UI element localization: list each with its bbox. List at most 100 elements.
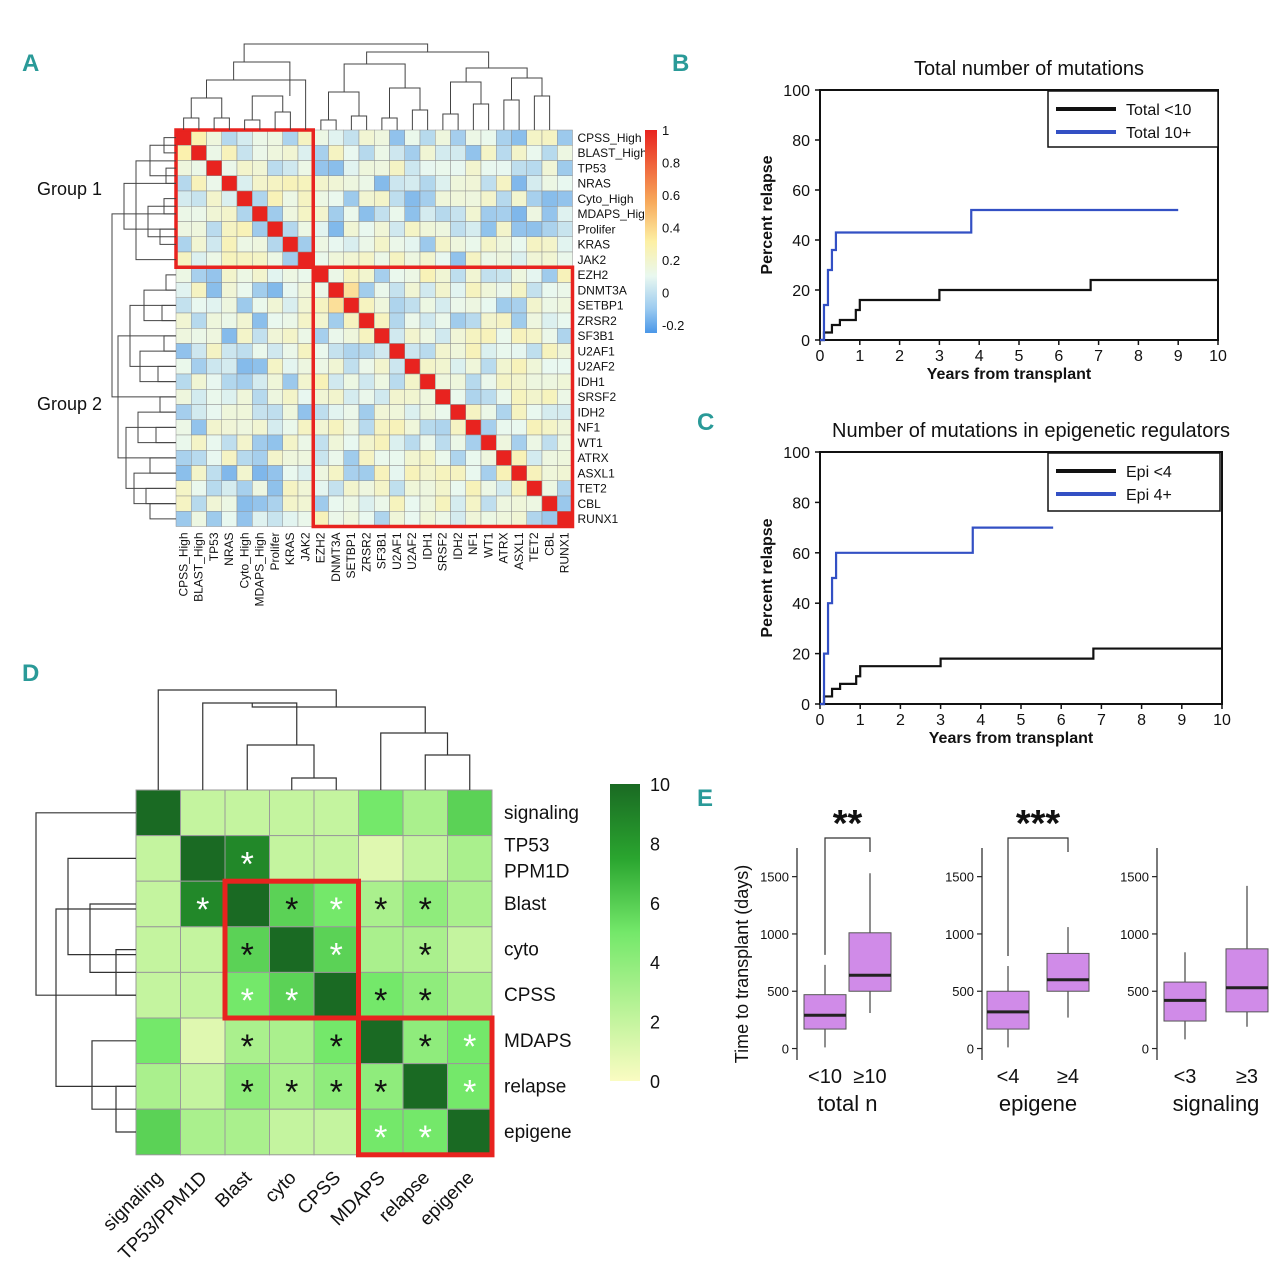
heatmap-a-cell	[282, 480, 299, 497]
colorbar-d	[610, 784, 640, 1081]
heatmap-a-cell	[221, 373, 238, 390]
heatmap-a-cell	[175, 282, 192, 298]
heatmap-a-cell	[374, 358, 390, 375]
heatmap-a-col-label: ASXL1	[512, 532, 526, 570]
heatmap-a-cell	[175, 190, 192, 207]
heatmap-a-cell	[313, 434, 329, 451]
heatmap-a-col-label: KRAS	[283, 533, 297, 566]
heatmap-a-cell	[358, 328, 375, 344]
heatmap-a-cell	[496, 404, 512, 420]
heatmap-a-cell	[175, 251, 192, 268]
heatmap-d-cell	[358, 1063, 404, 1110]
heatmap-d-cell	[269, 789, 315, 837]
heatmap-a-cell	[526, 343, 543, 359]
dendrogram-a-top-branch	[465, 67, 528, 82]
heatmap-a-cell	[557, 373, 573, 390]
heatmap-a-cell	[404, 343, 421, 359]
heatmap-a-cell	[389, 282, 405, 298]
heatmap-a-cell	[465, 389, 482, 405]
dendrogram-d-left-branch	[89, 903, 136, 973]
heatmap-a-cell	[557, 358, 573, 375]
heatmap-a-cell	[297, 404, 314, 420]
heatmap-a-cell	[343, 145, 360, 161]
heatmap-a-cell	[358, 373, 375, 390]
heatmap-a-cell	[389, 465, 405, 481]
x-axis-label: Years from transplant	[929, 730, 1094, 747]
heatmap-a-cell	[252, 419, 268, 436]
heatmap-a-cell	[191, 511, 207, 527]
heatmap-a-cell	[236, 434, 253, 451]
heatmap-a-col-label: MDAPS_High	[253, 533, 267, 607]
heatmap-a-cell	[297, 358, 314, 375]
dendrogram-a-top-branch	[350, 115, 368, 130]
heatmap-a-cell	[419, 297, 436, 314]
heatmap-a-cell	[419, 465, 436, 481]
heatmap-a-cell	[328, 175, 344, 192]
dendrogram-a-top-branch	[213, 117, 230, 130]
heatmap-a-cell	[419, 343, 436, 359]
heatmap-a-cell	[297, 419, 314, 436]
heatmap-a-cell	[526, 129, 543, 146]
heatmap-a-cell	[435, 434, 451, 451]
heatmap-a-cell	[267, 404, 283, 420]
heatmap-a-cell	[267, 312, 283, 329]
dendrogram-a-top-branch	[243, 43, 429, 62]
e-y-tick-label: 1500	[760, 870, 789, 885]
heatmap-a-cell	[236, 328, 253, 344]
heatmap-a-cell	[541, 312, 558, 329]
heatmap-a-cell	[526, 373, 543, 390]
panel-label-d: D	[22, 660, 39, 687]
heatmap-a-cell	[557, 297, 573, 314]
heatmap-a-cell	[465, 495, 482, 512]
heatmap-a-cell	[557, 511, 573, 527]
heatmap-d-cell	[447, 789, 493, 837]
heatmap-a-cell	[496, 373, 512, 390]
chart-title: Total number of mutations	[914, 58, 1144, 80]
heatmap-a-cell	[236, 480, 253, 497]
heatmap-a-cell	[343, 343, 360, 359]
heatmap-a-cell	[374, 480, 390, 497]
e-y-tick-label: 1000	[945, 927, 974, 942]
x-tick-label: 4	[976, 712, 985, 729]
heatmap-a-cell	[267, 450, 283, 466]
heatmap-a-cell	[435, 343, 451, 359]
heatmap-a-cell	[419, 251, 436, 268]
heatmap-a-cell	[496, 160, 512, 176]
heatmap-a-cell	[191, 129, 207, 146]
heatmap-a-cell	[175, 297, 192, 314]
heatmap-a-cell	[206, 495, 222, 512]
heatmap-d-cell	[269, 1108, 315, 1156]
box-category-label: <3	[1174, 1066, 1197, 1088]
heatmap-a-cell	[496, 145, 512, 161]
heatmap-d-cell	[224, 789, 270, 837]
heatmap-a-cell	[511, 358, 527, 375]
heatmap-a-cell	[358, 389, 375, 405]
e-y-tick-label: 0	[1142, 1042, 1149, 1057]
heatmap-a-cell	[328, 511, 344, 527]
heatmap-a-cell	[480, 175, 497, 192]
heatmap-a-cell	[191, 343, 207, 359]
legend-box	[1047, 452, 1221, 512]
heatmap-a-cell	[236, 190, 253, 207]
heatmap-a-cell	[480, 434, 497, 451]
x-tick-label: 8	[1137, 712, 1146, 729]
heatmap-a-cell	[267, 480, 283, 497]
heatmap-a-cell	[450, 495, 466, 512]
heatmap-a-cell	[252, 297, 268, 314]
heatmap-a-cell	[480, 221, 497, 237]
legend-label: Epi 4+	[1126, 487, 1172, 504]
significance-star: *	[463, 1028, 476, 1066]
heatmap-a-cell	[221, 236, 238, 253]
heatmap-a-cell	[389, 251, 405, 268]
heatmap-a-cell	[236, 465, 253, 481]
heatmap-a-cell	[526, 145, 543, 161]
heatmap-a-cell	[206, 160, 222, 176]
heatmap-a-cell	[511, 495, 527, 512]
heatmap-a-cell	[328, 343, 344, 359]
heatmap-a-cell	[435, 297, 451, 314]
heatmap-a-cell	[282, 404, 299, 420]
heatmap-a-cell	[252, 282, 268, 298]
e-group-label: epigene	[999, 1091, 1077, 1116]
heatmap-a-cell	[343, 480, 360, 497]
heatmap-a-cell	[511, 145, 527, 161]
